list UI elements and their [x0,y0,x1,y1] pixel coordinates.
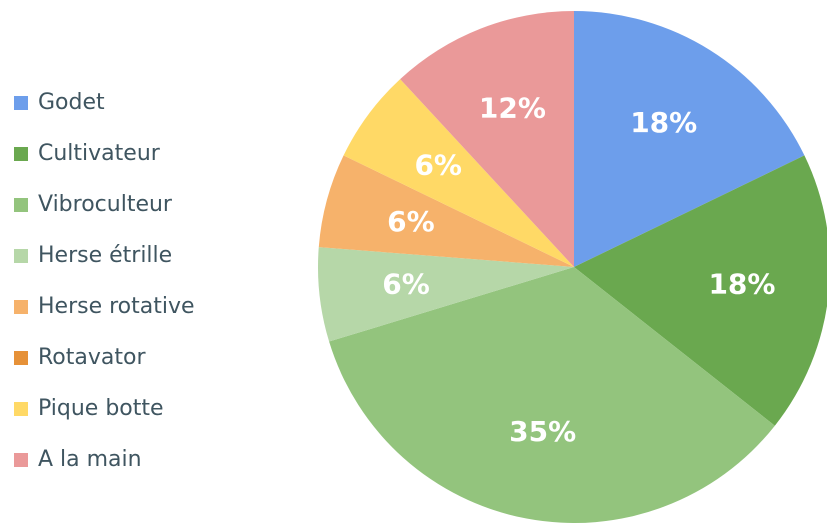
data-label: 35% [509,415,576,448]
pie-slice [574,155,827,426]
legend-swatch [14,351,28,365]
legend-swatch [14,453,28,467]
data-label: 12% [479,92,546,125]
pie-slice [343,79,574,267]
pie-slice [318,155,574,267]
legend-swatch [14,300,28,314]
legend-swatch [14,147,28,161]
legend-swatch [14,249,28,263]
pie-slice [329,267,775,523]
data-label: 18% [630,106,697,139]
legend-label: Cultivateur [38,141,161,166]
legend-label: A la main [38,447,142,472]
legend-label: Pique botte [38,396,164,421]
data-label: 6% [414,148,462,181]
pie-slice [317,247,574,342]
pie-slice [400,11,574,267]
legend-swatch [14,198,28,212]
legend-label: Herse rotative [38,294,195,319]
pie-slice [574,11,805,267]
legend-label: Godet [38,90,105,115]
data-label: 18% [708,267,775,300]
legend-label: Vibroculteur [38,192,173,217]
data-label: 6% [387,205,435,238]
legend-swatch [14,402,28,416]
legend-label: Rotavator [38,345,146,370]
data-label: 6% [382,267,430,300]
legend-swatch [14,96,28,110]
legend-label: Herse étrille [38,243,172,268]
